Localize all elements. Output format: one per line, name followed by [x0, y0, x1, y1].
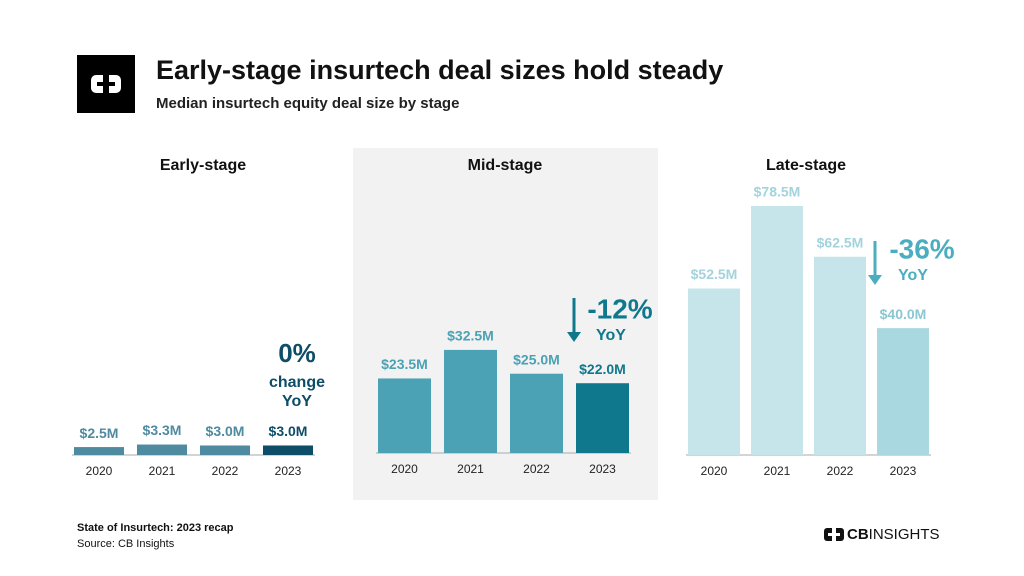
panel-title: Early-stage — [160, 157, 246, 174]
x-tick-label: 2023 — [890, 464, 917, 478]
footer-report: State of Insurtech: 2023 recap — [77, 522, 234, 534]
brand-bold: CB — [847, 526, 869, 543]
title: Early-stage insurtech deal sizes hold st… — [156, 55, 723, 85]
x-tick-label: 2020 — [391, 462, 418, 476]
value-label: $25.0M — [513, 351, 560, 367]
value-label: $32.5M — [447, 328, 494, 344]
value-label: $52.5M — [691, 266, 738, 282]
x-tick-label: 2021 — [764, 464, 791, 478]
annotation-note: YoY — [282, 393, 312, 410]
bar — [814, 256, 866, 455]
value-label: $22.0M — [579, 361, 626, 377]
annotation-note: YoY — [596, 327, 626, 344]
bar — [751, 206, 803, 455]
x-tick-label: 2022 — [523, 462, 550, 476]
annotation-change: -36% — [889, 233, 954, 264]
bar — [378, 378, 431, 453]
bar — [877, 328, 929, 455]
value-label: $62.5M — [817, 234, 864, 250]
x-tick-label: 2020 — [86, 464, 113, 478]
bar — [510, 373, 563, 453]
annotation-note: change — [269, 374, 325, 391]
brand-light: INSIGHTS — [869, 526, 940, 543]
panel-title: Late-stage — [766, 157, 846, 174]
value-label: $40.0M — [880, 306, 927, 322]
value-label: $3.0M — [206, 423, 245, 439]
bar — [576, 383, 629, 453]
value-label: $23.5M — [381, 356, 428, 372]
bar — [200, 445, 250, 455]
bar — [444, 349, 497, 453]
footer-source: Source: CB Insights — [77, 538, 175, 550]
annotation-note: YoY — [898, 267, 928, 284]
annotation-change: -12% — [587, 293, 652, 324]
value-label: $3.0M — [269, 423, 308, 439]
x-tick-label: 2023 — [589, 462, 616, 476]
brand: CBINSIGHTS — [847, 526, 940, 543]
x-tick-label: 2020 — [701, 464, 728, 478]
annotation-arrowhead — [567, 332, 581, 342]
value-label: $78.5M — [754, 184, 801, 200]
value-label: $2.5M — [80, 425, 119, 441]
bar — [74, 447, 124, 455]
x-tick-label: 2022 — [827, 464, 854, 478]
logo-icon — [91, 75, 121, 93]
subtitle: Median insurtech equity deal size by sta… — [156, 95, 459, 112]
bar — [263, 445, 313, 455]
x-tick-label: 2023 — [275, 464, 302, 478]
annotation-change: 0% — [278, 338, 316, 368]
bar — [688, 288, 740, 455]
x-tick-label: 2021 — [457, 462, 484, 476]
brand-icon — [824, 528, 844, 541]
x-tick-label: 2021 — [149, 464, 176, 478]
annotation-arrowhead — [868, 275, 882, 285]
panel-title: Mid-stage — [468, 157, 543, 174]
x-tick-label: 2022 — [212, 464, 239, 478]
bar — [137, 444, 187, 455]
value-label: $3.3M — [143, 422, 182, 438]
